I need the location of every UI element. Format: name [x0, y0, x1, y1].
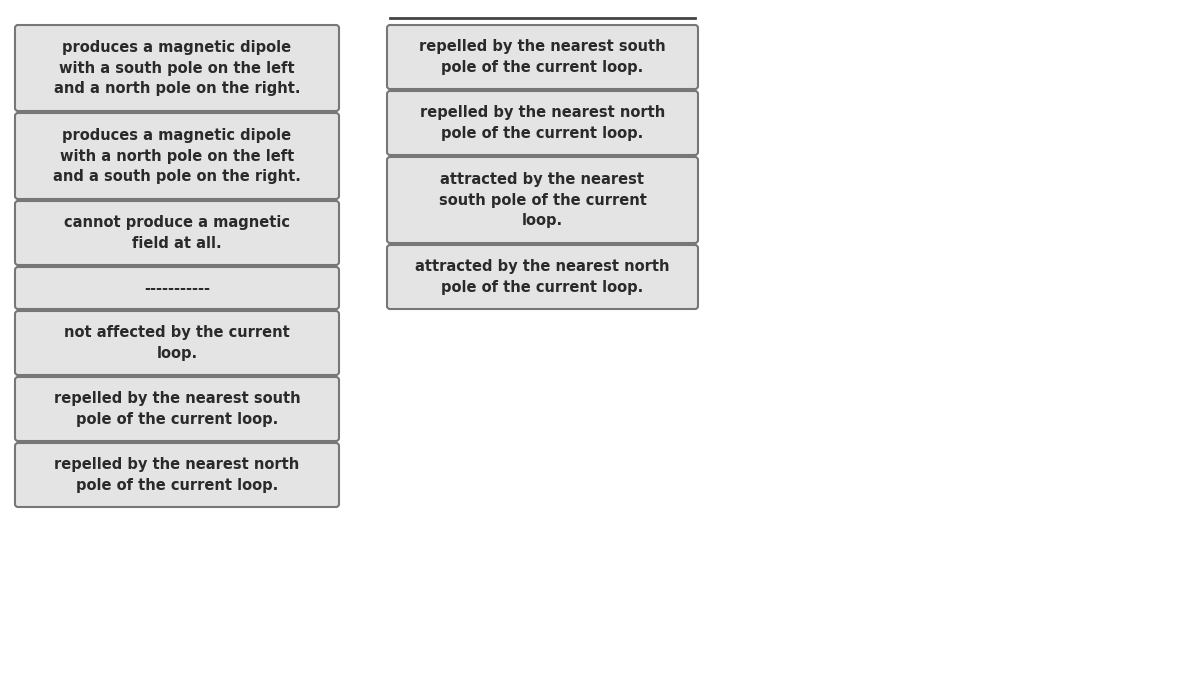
Text: not affected by the current
loop.: not affected by the current loop.	[64, 325, 290, 360]
Text: repelled by the nearest south
pole of the current loop.: repelled by the nearest south pole of th…	[54, 392, 300, 427]
FancyBboxPatch shape	[386, 157, 698, 243]
Text: cannot produce a magnetic
field at all.: cannot produce a magnetic field at all.	[64, 215, 290, 250]
FancyBboxPatch shape	[14, 201, 340, 265]
Text: repelled by the nearest north
pole of the current loop.: repelled by the nearest north pole of th…	[54, 457, 300, 493]
Text: repelled by the nearest south
pole of the current loop.: repelled by the nearest south pole of th…	[419, 39, 666, 75]
FancyBboxPatch shape	[14, 267, 340, 309]
FancyBboxPatch shape	[14, 113, 340, 199]
Text: -----------: -----------	[144, 281, 210, 296]
Text: attracted by the nearest
south pole of the current
loop.: attracted by the nearest south pole of t…	[438, 172, 647, 228]
FancyBboxPatch shape	[386, 25, 698, 89]
Text: produces a magnetic dipole
with a south pole on the left
and a north pole on the: produces a magnetic dipole with a south …	[54, 40, 300, 96]
FancyBboxPatch shape	[14, 377, 340, 441]
FancyBboxPatch shape	[14, 25, 340, 111]
FancyBboxPatch shape	[14, 443, 340, 507]
Text: produces a magnetic dipole
with a north pole on the left
and a south pole on the: produces a magnetic dipole with a north …	[53, 128, 301, 184]
FancyBboxPatch shape	[14, 311, 340, 375]
Text: attracted by the nearest north
pole of the current loop.: attracted by the nearest north pole of t…	[415, 259, 670, 295]
FancyBboxPatch shape	[386, 91, 698, 155]
FancyBboxPatch shape	[386, 245, 698, 309]
Text: repelled by the nearest north
pole of the current loop.: repelled by the nearest north pole of th…	[420, 105, 665, 140]
